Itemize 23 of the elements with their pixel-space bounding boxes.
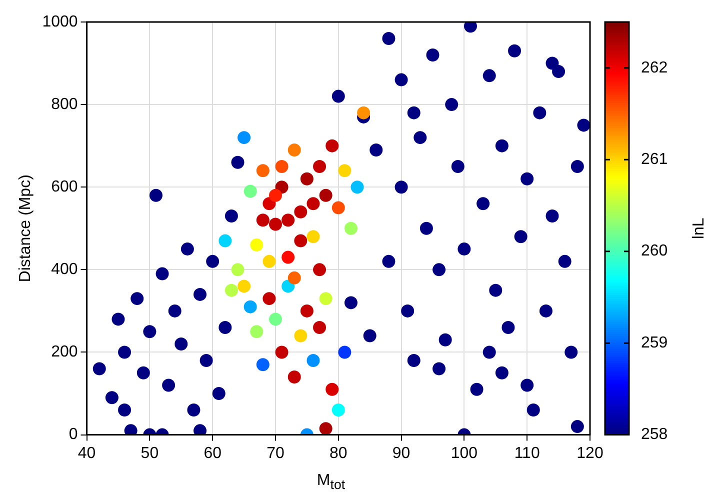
x-tick-label: 110 bbox=[514, 444, 540, 462]
x-axis-title: M$_{tot}$ bbox=[316, 472, 346, 492]
y-tick-label: 1000 bbox=[42, 13, 78, 30]
x-tick-label: 40 bbox=[78, 444, 96, 462]
y-tick-label: 800 bbox=[51, 96, 78, 113]
color-bar-label: 261 bbox=[641, 151, 668, 168]
color-bar-label: 258 bbox=[641, 426, 668, 444]
color-bar-label: 259 bbox=[641, 334, 668, 352]
x-tick-label: 120 bbox=[576, 444, 604, 462]
y-tick-label: 0 bbox=[68, 426, 78, 444]
x-tick-label: 100 bbox=[450, 444, 478, 462]
y-tick-label: 400 bbox=[51, 261, 78, 278]
x-tick-label: 50 bbox=[140, 444, 159, 462]
color-bar-label: 260 bbox=[641, 242, 668, 260]
x-tick-label: 60 bbox=[204, 444, 222, 462]
color-bar-title: lnL bbox=[690, 218, 708, 240]
y-axis-title: Distance (Mpc) bbox=[17, 174, 34, 282]
x-tick-label: 80 bbox=[330, 444, 348, 462]
y-tick-label: 200 bbox=[51, 344, 78, 361]
y-tick-label: 600 bbox=[51, 178, 78, 196]
color-bar-label: 262 bbox=[641, 59, 668, 76]
x-tick-label: 70 bbox=[266, 444, 284, 462]
x-tick-label: 90 bbox=[392, 444, 410, 462]
